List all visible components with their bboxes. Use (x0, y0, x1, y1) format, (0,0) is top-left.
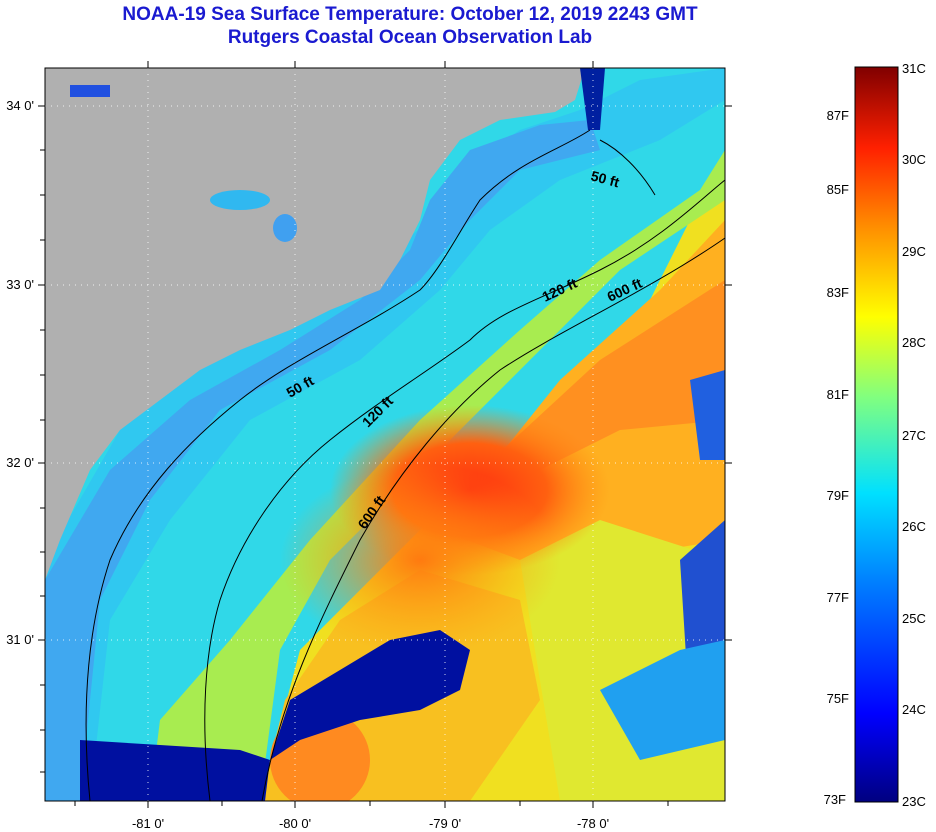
lon-label: -78 0' (577, 816, 609, 831)
colorbar-f-label: 81F (827, 387, 849, 402)
colorbar-c-label: 29C (902, 244, 926, 259)
colorbar-c-label: 28C (902, 335, 926, 350)
contour-600ft (261, 237, 726, 802)
map-raster (45, 68, 725, 801)
temperature-colorbar: 87F 85F 83F 81F 79F 77F 75F 73F 31C 30C … (824, 61, 926, 809)
colorbar-c-label: 31C (902, 61, 926, 76)
colorbar-f-label: 83F (827, 285, 849, 300)
lon-label: -79 0' (429, 816, 461, 831)
colorbar-c-label: 27C (902, 428, 926, 443)
colorbar-f-label: 75F (827, 691, 849, 706)
lat-lon-grid (45, 68, 725, 801)
colorbar-c-label: 25C (902, 611, 926, 626)
colorbar-c-label: 23C (902, 794, 926, 809)
map-subtitle: Rutgers Coastal Ocean Observation Lab (227, 27, 593, 48)
lon-label: -81 0' (132, 816, 164, 831)
colorbar-c-label: 26C (902, 519, 926, 534)
lon-label: -80 0' (279, 816, 311, 831)
lat-label: 31 0' (6, 632, 34, 647)
colorbar-scale (854, 66, 899, 803)
lat-label: 34 0' (6, 98, 34, 113)
colorbar-f-label: 77F (827, 590, 849, 605)
colorbar-f-label: 85F (827, 182, 849, 197)
contour-50ft (85, 129, 656, 802)
map-frame (44, 67, 726, 802)
colorbar-c-label: 30C (902, 152, 926, 167)
lat-label: 33 0' (6, 277, 34, 292)
lat-label: 32 0' (6, 455, 34, 470)
colorbar-f-label: 87F (827, 108, 849, 123)
map-title: NOAA-19 Sea Surface Temperature: October… (122, 4, 698, 25)
contour-label: 50 ft (589, 167, 621, 190)
axis-ticks (38, 61, 732, 808)
colorbar-c-label: 24C (902, 702, 926, 717)
colorbar-f-label: 73F (824, 792, 846, 807)
land-area (45, 68, 585, 580)
contour-120ft (204, 179, 726, 802)
colorbar-f-label: 79F (827, 488, 849, 503)
depth-contours (85, 129, 726, 802)
